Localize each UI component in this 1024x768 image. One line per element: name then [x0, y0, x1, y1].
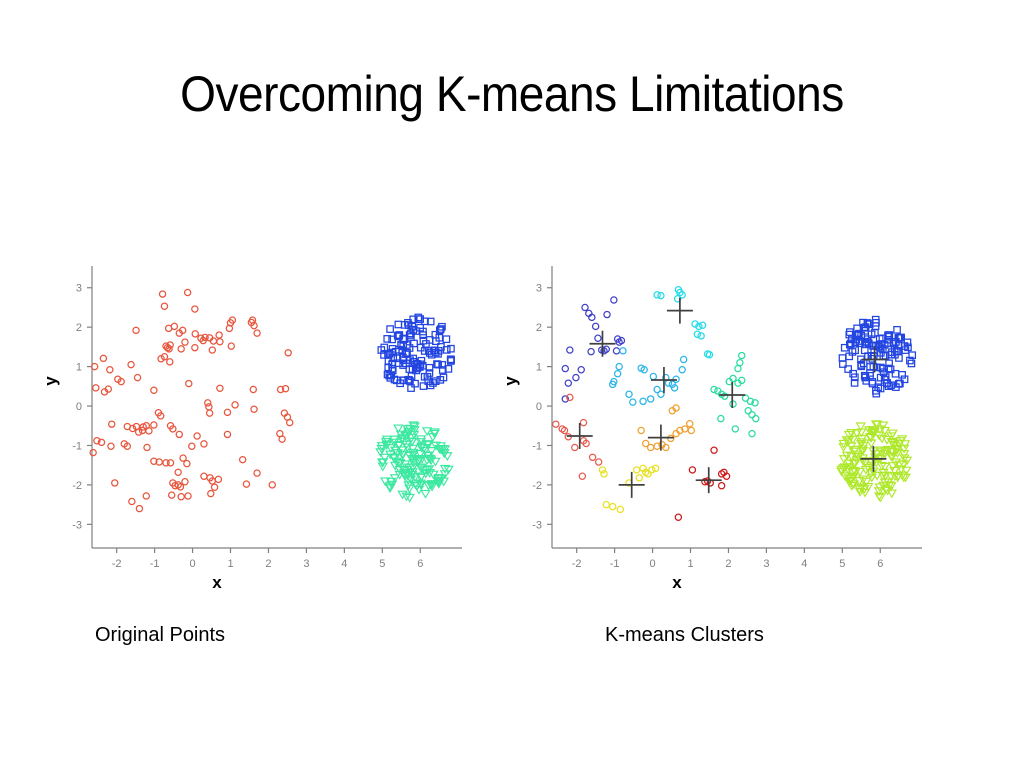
y-axis-title: y: [41, 376, 60, 386]
series-cluster-orange: [637, 404, 695, 452]
y-tick-label: -2: [72, 480, 82, 492]
series-diffuse-blob: [89, 288, 294, 513]
x-tick-label: -2: [572, 558, 582, 570]
x-tick-label: 5: [379, 558, 385, 570]
x-tick-label: 2: [265, 558, 271, 570]
x-tick-label: 3: [303, 558, 309, 570]
x-tick-label: -1: [150, 558, 160, 570]
centroid-marker: [618, 471, 645, 498]
centroid-group: [566, 297, 888, 498]
page-title: Overcoming K-means Limitations: [180, 66, 844, 122]
series-cluster-lightblue: [608, 347, 688, 406]
y-tick-label: 2: [536, 322, 542, 334]
centroid-marker: [861, 346, 888, 373]
series-cluster-yellow: [598, 464, 660, 514]
x-tick-label: 3: [763, 558, 769, 570]
y-tick-label: -3: [532, 519, 542, 531]
caption-kmeans-clusters: K-means Clusters: [605, 624, 764, 646]
x-axis-title: x: [672, 573, 682, 592]
chart-kmeans-clusters: -2 -1 0 1 2 3 4 5 6 -3 -2 -1 0 1 2 3 x y: [500, 258, 930, 598]
x-tick-label: 6: [417, 558, 423, 570]
axis-group: -2 -1 0 1 2 3 4 5 6 -3 -2 -1 0 1 2 3: [532, 266, 922, 570]
y-tick-label: 3: [536, 283, 542, 295]
centroid-marker: [666, 297, 693, 324]
x-tick-label: 4: [341, 558, 347, 570]
x-tick-label: 4: [801, 558, 807, 570]
plot-svg: -2 -1 0 1 2 3 4 5 6 -3 -2 -1 0 1 2 3 x y: [41, 266, 462, 592]
centroid-marker: [860, 445, 887, 472]
y-tick-label: 2: [76, 322, 82, 334]
x-tick-label: 0: [190, 558, 196, 570]
series-cluster-salmon: [552, 393, 603, 480]
series-tight-blob-upper: [377, 313, 455, 392]
y-tick-label: 3: [76, 283, 82, 295]
centroid-marker: [695, 467, 722, 494]
centroid-marker: [589, 330, 616, 357]
y-tick-label: -2: [532, 480, 542, 492]
x-tick-label: 1: [687, 558, 693, 570]
series-cluster-teal: [710, 351, 760, 438]
x-tick-label: 1: [227, 558, 233, 570]
y-tick-label: 1: [536, 362, 542, 374]
y-tick-label: -3: [72, 519, 82, 531]
centroid-marker: [566, 423, 593, 450]
centroid-marker: [650, 367, 677, 394]
y-tick-label: 0: [76, 401, 82, 413]
chart-original-points: -2 -1 0 1 2 3 4 5 6 -3 -2 -1 0 1 2 3 x y: [40, 258, 462, 598]
x-tick-label: 0: [650, 558, 656, 570]
series-cluster-darkred: [674, 446, 731, 521]
centroid-marker: [719, 382, 746, 409]
scatter-plot-left: -2 -1 0 1 2 3 4 5 6 -3 -2 -1 0 1 2 3 x y: [40, 258, 462, 598]
axis-group: -2 -1 0 1 2 3 4 5 6 -3 -2 -1 0 1 2 3: [72, 266, 462, 570]
y-tick-label: -1: [532, 440, 542, 452]
x-tick-label: -1: [610, 558, 620, 570]
series-tight-blob-lower: [375, 421, 454, 503]
y-tick-label: -1: [72, 440, 82, 452]
series-cluster-cyan: [653, 285, 714, 359]
plot-svg: -2 -1 0 1 2 3 4 5 6 -3 -2 -1 0 1 2 3 x y: [501, 266, 922, 592]
x-tick-label: 5: [839, 558, 845, 570]
x-tick-label: 2: [725, 558, 731, 570]
y-tick-label: 0: [536, 401, 542, 413]
y-axis-title: y: [501, 376, 520, 386]
caption-original-points: Original Points: [95, 624, 226, 646]
x-tick-label: -2: [112, 558, 122, 570]
centroid-marker: [647, 424, 674, 451]
x-tick-label: 6: [877, 558, 883, 570]
series-tight-blob-upper: [838, 315, 917, 398]
scatter-plot-right: -2 -1 0 1 2 3 4 5 6 -3 -2 -1 0 1 2 3 x y: [500, 258, 930, 598]
x-axis-title: x: [212, 573, 222, 592]
y-tick-label: 1: [76, 362, 82, 374]
